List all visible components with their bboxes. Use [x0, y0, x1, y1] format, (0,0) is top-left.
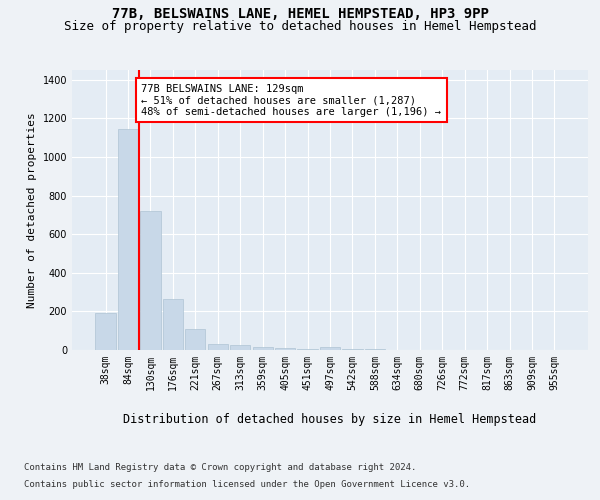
- Bar: [298, 349, 317, 350]
- Text: 77B BELSWAINS LANE: 129sqm
← 51% of detached houses are smaller (1,287)
48% of s: 77B BELSWAINS LANE: 129sqm ← 51% of deta…: [142, 84, 442, 116]
- Text: Contains public sector information licensed under the Open Government Licence v3: Contains public sector information licen…: [24, 480, 470, 489]
- Bar: [320, 348, 340, 350]
- Bar: [275, 348, 295, 350]
- Text: Distribution of detached houses by size in Hemel Hempstead: Distribution of detached houses by size …: [124, 412, 536, 426]
- Bar: [163, 299, 183, 350]
- Bar: [140, 212, 161, 350]
- Text: Size of property relative to detached houses in Hemel Hempstead: Size of property relative to detached ho…: [64, 20, 536, 33]
- Bar: [95, 313, 116, 350]
- Bar: [118, 130, 138, 350]
- Bar: [208, 344, 228, 350]
- Bar: [343, 349, 362, 350]
- Bar: [253, 348, 273, 350]
- Y-axis label: Number of detached properties: Number of detached properties: [27, 112, 37, 308]
- Text: Contains HM Land Registry data © Crown copyright and database right 2024.: Contains HM Land Registry data © Crown c…: [24, 462, 416, 471]
- Text: 77B, BELSWAINS LANE, HEMEL HEMPSTEAD, HP3 9PP: 77B, BELSWAINS LANE, HEMEL HEMPSTEAD, HP…: [112, 8, 488, 22]
- Bar: [185, 329, 205, 350]
- Bar: [230, 345, 250, 350]
